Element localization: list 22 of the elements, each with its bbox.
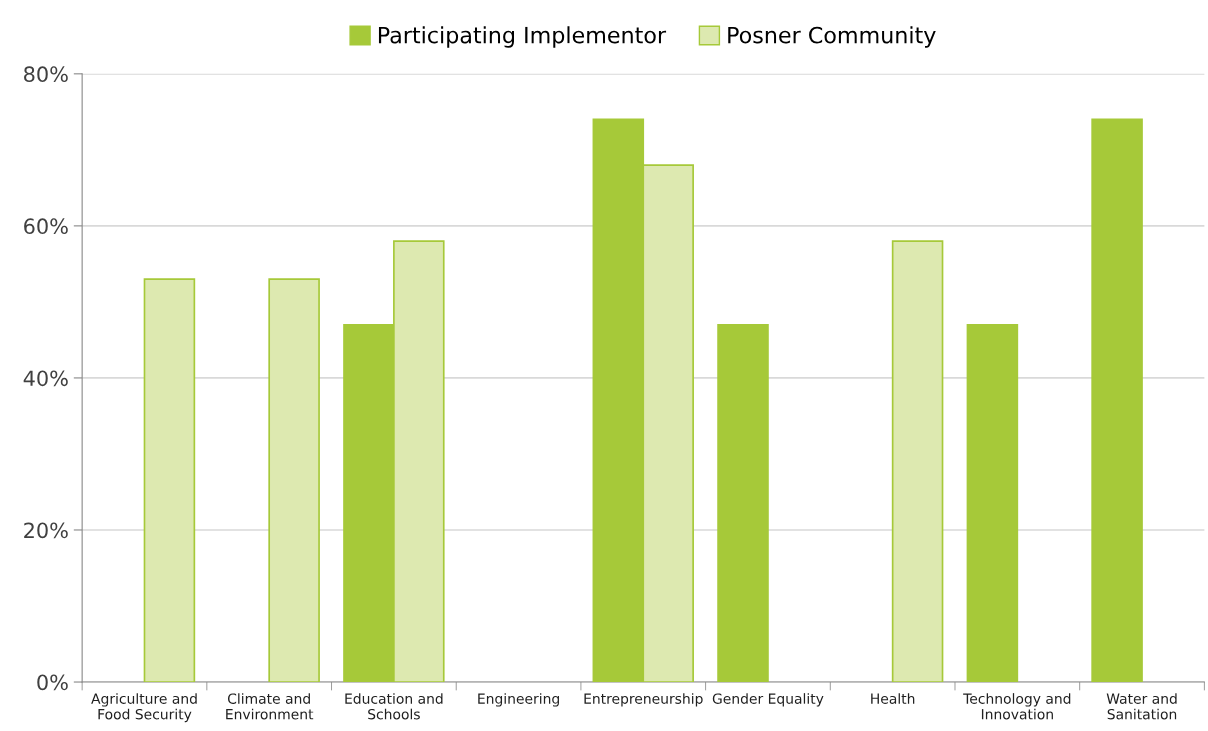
- bar: [717, 323, 769, 683]
- legend-label: Posner Community: [728, 26, 936, 48]
- y-tick-label: 80%: [24, 66, 68, 83]
- x-tick-label: Gender Equality: [712, 693, 824, 707]
- y-tick-label: 40%: [23, 370, 68, 387]
- x-tick-label: Health: [871, 693, 915, 704]
- bar: [1091, 118, 1143, 683]
- x-tick-label: Water and Sanitation: [1106, 693, 1177, 720]
- x-tick-label: Engineering: [478, 693, 559, 707]
- y-tick-label: 60%: [24, 218, 68, 235]
- x-tick-label: Entrepreneurship: [584, 693, 703, 707]
- bar: [966, 323, 1019, 683]
- x-tick-label: Education and Schools: [345, 693, 443, 720]
- x-tick-label: Agriculture and Food Security: [91, 693, 197, 723]
- bar: [891, 240, 944, 683]
- bar: [268, 278, 320, 683]
- bar: [143, 278, 196, 683]
- y-tick-label: 0%: [37, 674, 68, 691]
- x-tick-label: Climate and Environment: [226, 693, 314, 720]
- y-tick-label: 20%: [24, 522, 68, 539]
- x-tick-label: Technology and Innovation: [963, 693, 1071, 720]
- legend-label: Participating Implementor: [378, 26, 667, 48]
